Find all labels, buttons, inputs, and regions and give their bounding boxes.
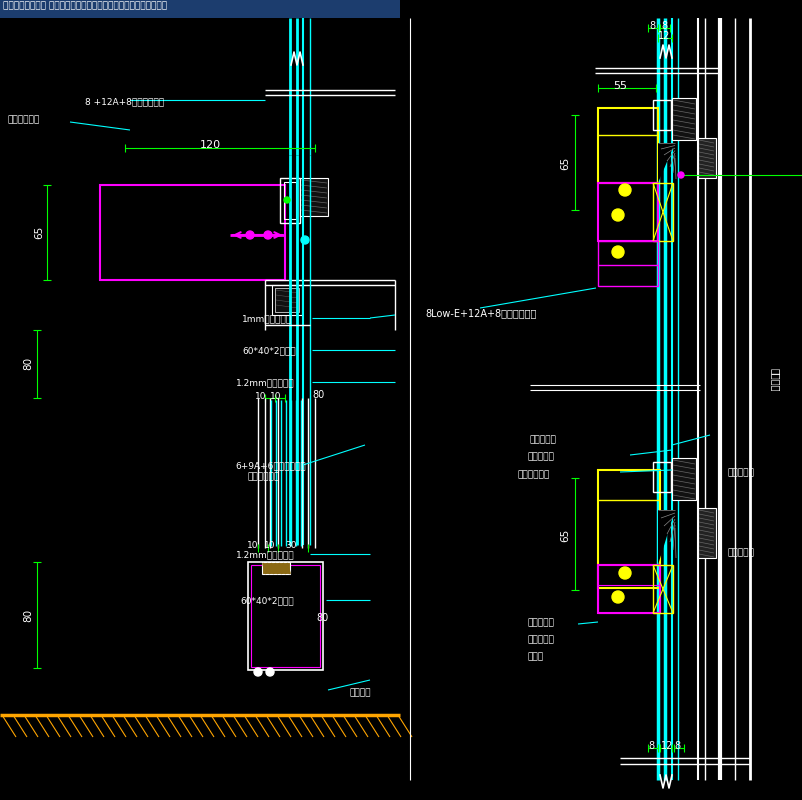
Bar (598, 241, 658, 286)
Circle shape (619, 184, 631, 196)
Text: 80: 80 (312, 390, 324, 400)
Bar (672, 98, 696, 140)
Circle shape (301, 236, 309, 244)
Bar (653, 462, 671, 492)
Bar (284, 182, 296, 219)
Bar (598, 183, 658, 241)
Text: 10: 10 (264, 541, 276, 550)
Polygon shape (658, 143, 675, 183)
Text: 铝合金竖龙骨: 铝合金竖龙骨 (8, 115, 40, 124)
Bar (598, 585, 660, 613)
Circle shape (612, 246, 624, 258)
Circle shape (612, 209, 624, 221)
Text: 10: 10 (255, 392, 267, 401)
Bar (598, 565, 660, 613)
Text: 10: 10 (270, 392, 282, 401)
Text: 55: 55 (613, 81, 627, 91)
Text: 1.2mm厚不锈钢板: 1.2mm厚不锈钢板 (236, 378, 294, 387)
Text: 铝合金框夹角: 铝合金框夹角 (518, 470, 550, 479)
Text: 8: 8 (648, 741, 654, 751)
Circle shape (284, 197, 290, 203)
Bar (653, 565, 673, 613)
Text: 8: 8 (649, 21, 655, 31)
Bar (100, 185, 285, 280)
Text: 8: 8 (674, 741, 680, 751)
Text: 12: 12 (658, 31, 670, 41)
Text: 硅酮结构胶: 硅酮结构胶 (728, 548, 755, 557)
Text: 65: 65 (34, 226, 44, 238)
Text: 双面贴: 双面贴 (528, 652, 544, 661)
Text: 8Low-E+12A+8中空钢化玻璃: 8Low-E+12A+8中空钢化玻璃 (425, 308, 537, 318)
Bar (251, 565, 320, 667)
Bar (598, 108, 658, 183)
Text: 12: 12 (661, 741, 674, 751)
Circle shape (246, 231, 254, 239)
Text: 1.2mm厚不锈钢板: 1.2mm厚不锈钢板 (236, 550, 294, 559)
Text: 60*40*2方钢管: 60*40*2方钢管 (240, 596, 294, 605)
Text: 65: 65 (560, 156, 570, 170)
Bar (698, 138, 716, 178)
Text: （门扇玻璃）: （门扇玻璃） (248, 472, 280, 481)
Text: 80: 80 (23, 357, 33, 370)
Text: 6+9A+6钢化中空白玻: 6+9A+6钢化中空白玻 (235, 461, 306, 470)
Text: 铝合金竖框: 铝合金竖框 (530, 435, 557, 444)
Bar (272, 285, 302, 315)
Circle shape (266, 668, 274, 676)
Text: 30: 30 (286, 541, 297, 550)
Bar (672, 458, 696, 500)
Circle shape (619, 567, 631, 579)
Text: 8 +12A+8钢化中空白玻: 8 +12A+8钢化中空白玻 (85, 97, 164, 106)
Bar (0, 0, 400, 18)
Bar (698, 508, 716, 558)
Text: 8: 8 (661, 21, 667, 31)
Bar (300, 178, 328, 216)
Text: 60*40*2方钢管: 60*40*2方钢管 (242, 346, 296, 355)
Bar (598, 470, 660, 588)
Text: 铝合金附框: 铝合金附框 (528, 635, 555, 644)
Text: 10: 10 (247, 541, 259, 550)
Bar (275, 288, 299, 312)
Bar (262, 562, 290, 574)
Text: 120: 120 (200, 140, 221, 150)
Bar (280, 178, 300, 223)
Text: 1mm厚不锈钢板: 1mm厚不锈钢板 (242, 314, 292, 323)
Text: 标注不会被保存。 如果要保存标注，在右键菜单中点击解除只读模式: 标注不会被保存。 如果要保存标注，在右键菜单中点击解除只读模式 (3, 1, 167, 10)
Text: 65: 65 (560, 528, 570, 542)
Circle shape (612, 591, 624, 603)
Polygon shape (658, 510, 675, 565)
Bar (653, 183, 673, 241)
Text: 分格尺寸: 分格尺寸 (770, 368, 780, 392)
Text: 铝合金压板: 铝合金压板 (528, 618, 555, 627)
Text: 耐候密封胶: 耐候密封胶 (728, 468, 755, 477)
Text: 80: 80 (316, 613, 328, 623)
Text: 80: 80 (23, 609, 33, 622)
Bar (653, 100, 671, 130)
Circle shape (678, 172, 684, 178)
Bar (248, 562, 323, 670)
Circle shape (264, 231, 272, 239)
Text: 地面石材: 地面石材 (350, 688, 371, 697)
Text: 铝合金竖框: 铝合金竖框 (528, 452, 555, 461)
Circle shape (254, 668, 262, 676)
